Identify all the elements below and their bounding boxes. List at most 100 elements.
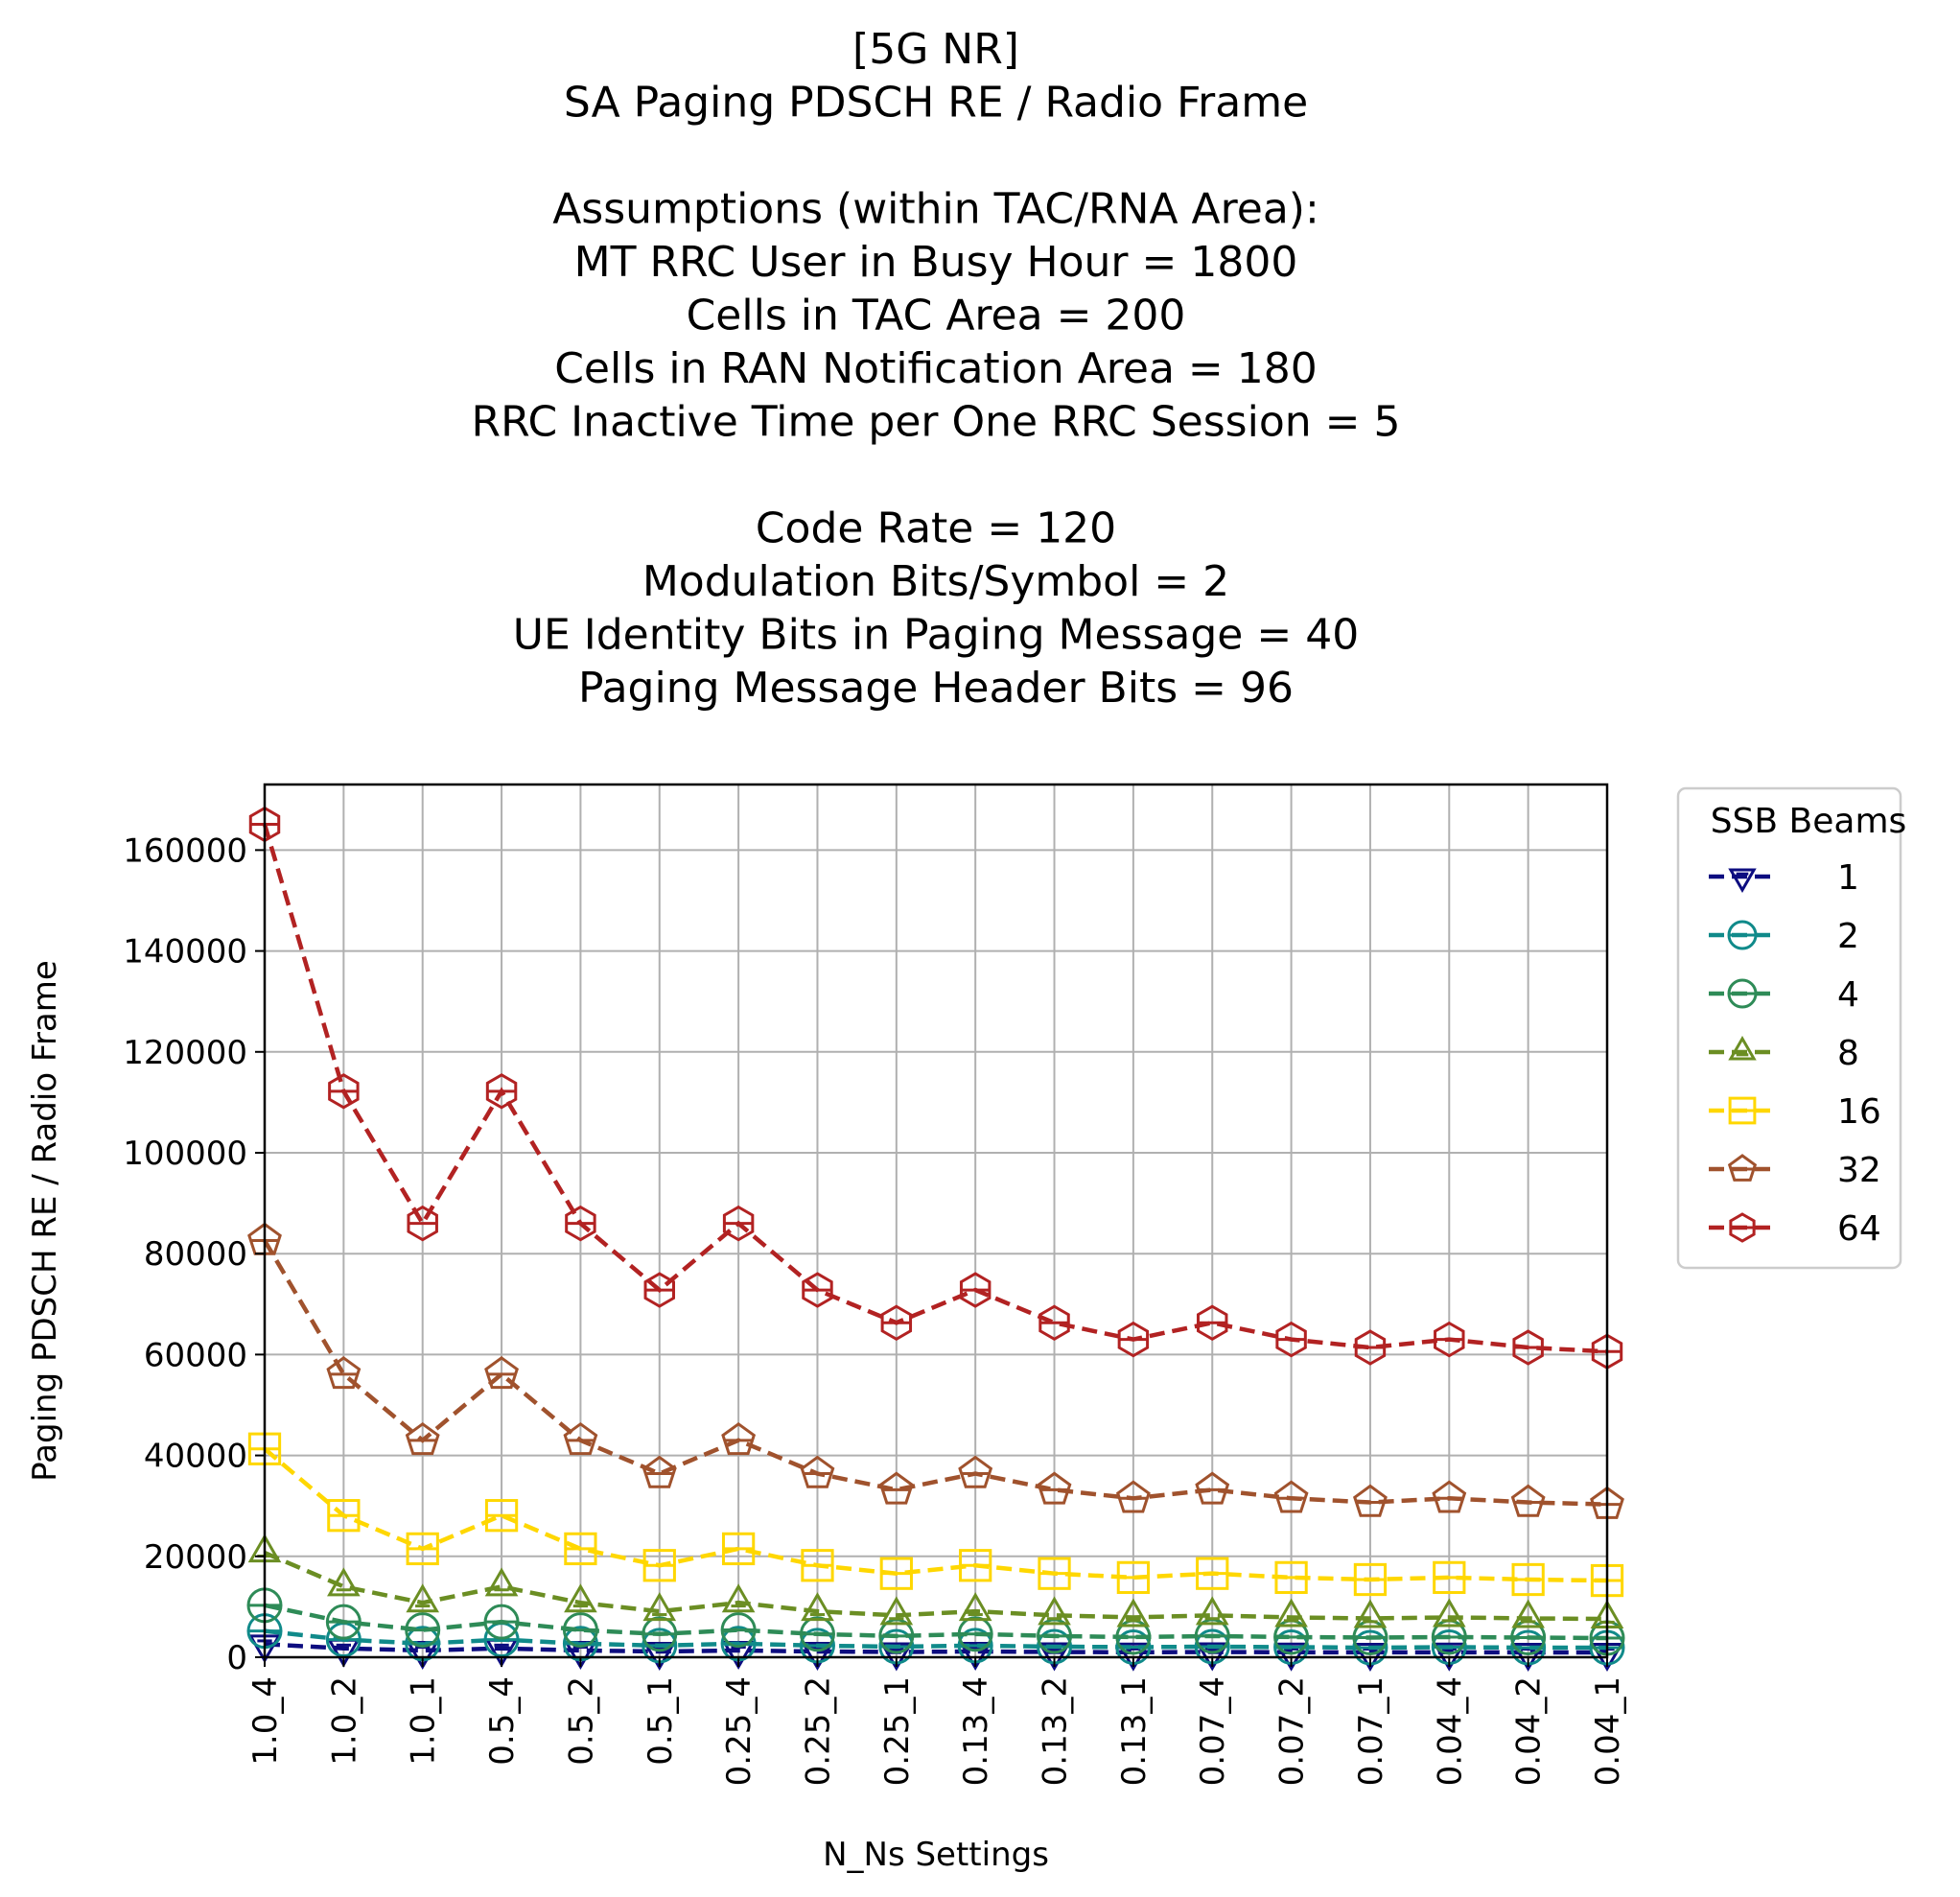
data-point (1432, 1598, 1466, 1628)
legend-label: 64 (1837, 1209, 1881, 1249)
series-line (263, 1447, 1608, 1583)
title-line: Cells in RAN Notification Area = 180 (554, 344, 1318, 393)
data-point (483, 1604, 520, 1640)
x-tick-label: 0.25_2 (799, 1676, 837, 1786)
data-point (405, 1421, 440, 1456)
data-point (1432, 1480, 1467, 1513)
legend-marker (1727, 1154, 1758, 1182)
data-point (642, 1616, 678, 1652)
x-tick-label: 0.5_2 (562, 1676, 600, 1766)
data-point (1273, 1480, 1309, 1513)
x-tick-label: 0.25_4 (720, 1676, 758, 1786)
legend-item: 64 (1709, 1209, 1881, 1249)
data-point (880, 1304, 913, 1341)
data-point (1511, 1599, 1545, 1628)
legend-label: 16 (1837, 1092, 1881, 1132)
data-point (484, 1499, 519, 1533)
data-point (720, 1612, 757, 1649)
data-point (327, 1499, 361, 1533)
data-point (642, 1592, 677, 1622)
data-point (325, 1604, 362, 1640)
data-point (485, 1073, 518, 1110)
y-tick-label: 120000 (123, 1034, 247, 1072)
data-point (1353, 1562, 1388, 1597)
title-line: RRC Inactive Time per One RRC Session = … (472, 398, 1401, 447)
data-point (958, 1592, 992, 1622)
data-point (800, 1455, 835, 1488)
legend-label: 4 (1837, 975, 1859, 1015)
data-point (721, 1421, 757, 1456)
data-point (802, 1272, 833, 1308)
y-tick-label: 160000 (123, 831, 247, 870)
data-point (406, 1583, 440, 1613)
series-line (264, 1642, 1608, 1655)
x-axis-label: N_Ns Settings (823, 1836, 1049, 1874)
legend-marker (1728, 868, 1757, 893)
data-point (565, 1205, 596, 1242)
data-point (564, 1583, 597, 1613)
series-32 (247, 1222, 1624, 1519)
title-line: Cells in TAC Area = 200 (687, 292, 1186, 340)
data-point (1038, 1557, 1071, 1590)
data-point (1274, 1598, 1308, 1628)
x-tick-label: 0.13_2 (1037, 1676, 1075, 1786)
data-point (1115, 1480, 1151, 1513)
title-line: SA Paging PDSCH RE / Radio Frame (564, 79, 1308, 128)
data-point (1196, 1557, 1229, 1590)
y-tick-label: 100000 (123, 1135, 247, 1173)
data-point (722, 1205, 755, 1242)
data-point (562, 1612, 598, 1649)
legend-marker (1728, 1096, 1757, 1125)
data-point (879, 1596, 914, 1626)
data-point (406, 1532, 439, 1566)
data-point (563, 1421, 598, 1456)
legend-marker (1728, 1036, 1757, 1061)
x-tick-label: 0.04_2 (1510, 1676, 1549, 1786)
x-tick-label: 1.0_1 (405, 1676, 443, 1766)
legend: SSB Beams 1 2 4 8 16 32 64 (1676, 786, 1907, 1270)
legend-item: 4 (1709, 975, 1859, 1015)
data-point (879, 1557, 913, 1590)
data-point (407, 1205, 438, 1242)
series-64 (248, 806, 1623, 1370)
legend-item: 1 (1709, 858, 1859, 898)
data-point (1433, 1560, 1466, 1595)
data-point (1038, 1304, 1070, 1341)
x-tick-label: 1.0_4 (246, 1676, 285, 1766)
y-axis: 0 20000 40000 60000 80000 100000 120000 140000 1… (123, 831, 265, 1677)
series-line (262, 823, 1608, 1354)
data-point (801, 1549, 834, 1582)
data-point (642, 1455, 677, 1488)
data-point (1038, 1596, 1071, 1626)
y-tick-label: 60000 (144, 1336, 247, 1374)
data-point (1354, 1329, 1387, 1366)
data-point (958, 1455, 993, 1488)
x-tick-label: 0.13_1 (1115, 1676, 1154, 1786)
title-line: Code Rate = 120 (756, 504, 1116, 553)
x-tick-label: 1.0_2 (325, 1676, 363, 1766)
data-point (1037, 1471, 1072, 1505)
data-point (1116, 1598, 1151, 1628)
x-tick-label: 0.5_1 (642, 1676, 680, 1766)
data-point (1195, 1471, 1230, 1505)
y-tick-label: 20000 (144, 1538, 247, 1577)
data-point (327, 1567, 361, 1597)
data-point (1511, 1562, 1545, 1597)
data-point (959, 1272, 992, 1308)
legend-title: SSB Beams (1711, 802, 1907, 841)
data-point (642, 1549, 676, 1582)
data-point (957, 1616, 993, 1652)
title-line: UE Identity Bits in Paging Message = 40 (513, 611, 1359, 660)
data-point (326, 1356, 362, 1390)
y-tick-label: 40000 (144, 1438, 247, 1476)
data-point (1353, 1599, 1388, 1628)
y-tick-label: 80000 (144, 1235, 247, 1274)
x-tick-label: 0.04_1 (1589, 1676, 1627, 1786)
data-point (959, 1549, 992, 1582)
data-point (1274, 1560, 1308, 1595)
data-point (484, 1356, 519, 1390)
data-point (1434, 1321, 1465, 1358)
data-point (1512, 1329, 1544, 1366)
x-tick-label: 0.04_4 (1431, 1676, 1469, 1786)
x-axis: 1.0_4 1.0_2 1.0_1 0.5_4 0.5_2 0.5_1 0.25_4 0.25… (246, 1657, 1627, 1786)
